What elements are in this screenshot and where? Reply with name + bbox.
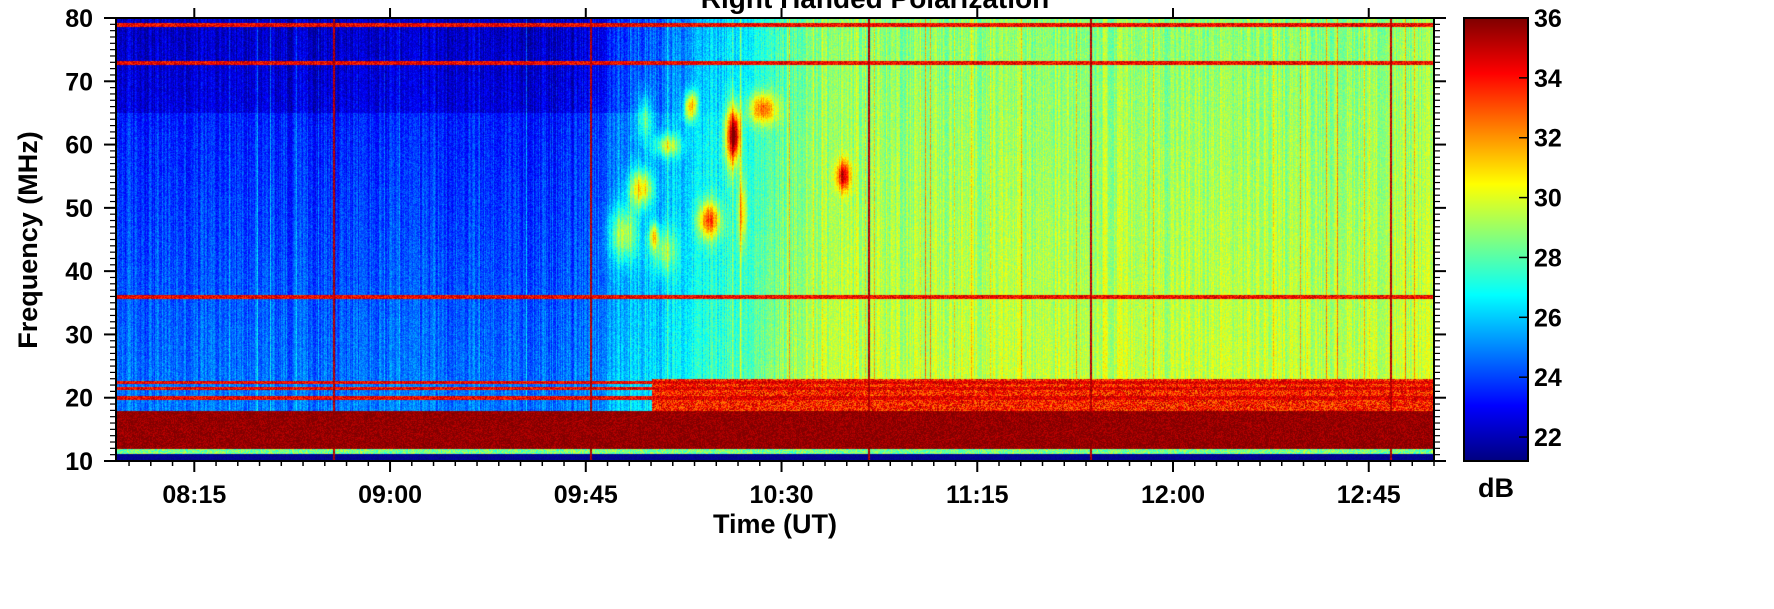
colorbar-tick-label: 24 [1534, 364, 1562, 392]
colorbar-tick-label: 30 [1534, 185, 1562, 213]
colorbar-label: dB [1478, 473, 1514, 503]
plot-area [115, 17, 1435, 462]
chart-title: Right Handed Polarization [701, 0, 1049, 14]
x-axis: 08:15 09:00 09:45 10:30 11:15 12:00 12:45 [128, 8, 1435, 509]
colorbar-tick-label: 22 [1534, 424, 1562, 452]
colorbar-tick-label: 28 [1534, 244, 1562, 272]
y-tick-label: 20 [65, 385, 93, 413]
x-tick-label: 12:45 [1337, 481, 1401, 509]
y-axis-title: Frequency (MHz) [13, 131, 43, 349]
colorbar-tick-label: 36 [1534, 5, 1562, 33]
x-tick-label: 08:15 [162, 481, 226, 509]
y-tick-label: 40 [65, 258, 93, 286]
colorbar-tick-label: 34 [1534, 65, 1562, 93]
x-tick-label: 11:15 [946, 481, 1009, 509]
colorbar-tick-label: 26 [1534, 304, 1562, 332]
spectrogram-container [116, 18, 1434, 461]
spectrogram-heatmap [116, 18, 1434, 461]
y-tick-label: 50 [65, 195, 93, 223]
colorbar-tick-label: 32 [1534, 125, 1562, 153]
y-tick-label: 60 [65, 132, 93, 160]
y-tick-label: 80 [65, 5, 93, 33]
x-axis-title: Time (UT) [713, 509, 837, 539]
x-tick-label: 12:00 [1141, 481, 1205, 509]
x-tick-label: 10:30 [750, 481, 814, 509]
x-tick-label: 09:45 [554, 481, 618, 509]
y-tick-label: 30 [65, 321, 93, 349]
x-tick-label: 09:00 [358, 481, 422, 509]
colorbar: 22 24 26 28 30 32 34 36 dB [1463, 5, 1562, 503]
colorbar-scale [1463, 17, 1529, 462]
colorbar-axis: 22 24 26 28 30 32 34 36 [1519, 5, 1562, 452]
y-tick-label: 70 [65, 68, 93, 96]
y-tick-label: 10 [65, 448, 93, 476]
y-axis: 10 20 30 40 50 60 70 80 [65, 5, 1446, 476]
